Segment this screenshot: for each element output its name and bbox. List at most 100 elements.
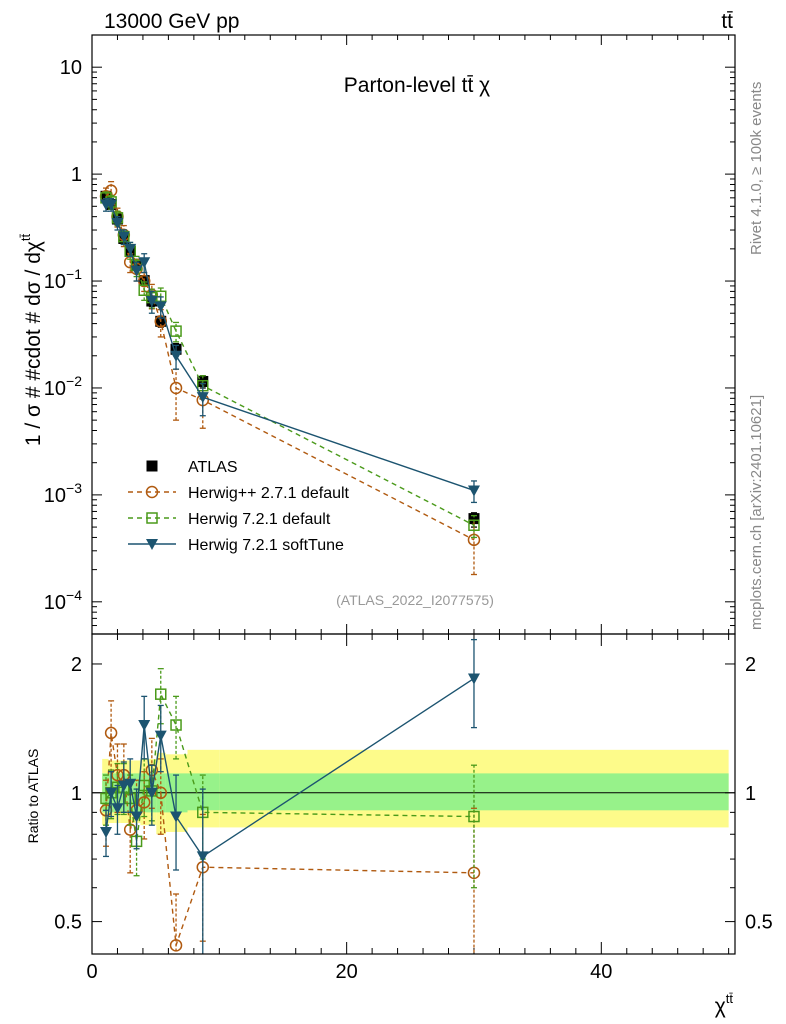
ratio-plot-frame [91, 633, 736, 955]
rivet-version-label: Rivet 4.1.0, ≥ 100k events [748, 82, 765, 255]
ratio-y-tick-label: 0.5 [54, 912, 82, 934]
main-y-axis-label-text: 1 / σ # #cdot # dσ / dχ [22, 241, 45, 446]
legend-entry: Herwig 7.2.1 default [128, 511, 331, 528]
main-data-point [105, 199, 118, 211]
watermark-label: (ATLAS_2022_I2077575) [336, 592, 494, 608]
ratio-y-tick-label-right: 0.5 [745, 912, 773, 934]
legend-entry: Herwig 7.2.1 softTune [128, 537, 344, 554]
ratio-data-point [154, 730, 167, 742]
ratio-y-tick-label-right: 2 [745, 654, 756, 676]
ratio-data-point [105, 787, 118, 799]
header-energy-label: 13000 GeV pp [104, 10, 239, 33]
ratio-data-point [124, 778, 137, 790]
ratio-series-2 [100, 638, 480, 954]
main-data-point [468, 513, 480, 525]
ratio-data-point [138, 720, 151, 732]
main-data-point [169, 381, 183, 395]
main-data-point [117, 231, 130, 243]
legend-marker [146, 512, 158, 524]
main-y-tick-exponent: −3 [66, 480, 82, 496]
legend-entry: Herwig++ 2.7.1 default [128, 485, 350, 502]
x-axis-label-sup: tt̄ [726, 991, 734, 1006]
ratio-data-point [104, 726, 118, 740]
ratio-y-tick-label: 2 [71, 654, 82, 676]
ratio-series-line [105, 691, 474, 842]
legend-marker [146, 460, 158, 472]
main-data-point [468, 519, 480, 532]
ratio-data-point [111, 768, 124, 782]
legend-label: Herwig 7.2.1 default [188, 511, 331, 528]
main-y-tick-exponent: −1 [66, 266, 82, 282]
main-y-tick-label: 10−3 [44, 480, 82, 507]
main-data-point [145, 296, 158, 308]
ratio-data-point [196, 851, 209, 863]
ratio-y-axis-label: Ratio to ATLAS [25, 749, 41, 844]
ratio-series-0 [99, 700, 481, 954]
ratio-y-tick-label: 1 [71, 783, 82, 805]
main-y-axis-label: 1 / σ # #cdot # dσ / dχtt̄ [18, 233, 45, 446]
main-data-point [138, 257, 151, 269]
main-y-tick-label: 10−2 [44, 373, 82, 400]
legend-entry: ATLAS [146, 459, 238, 476]
legend-marker [145, 485, 159, 499]
main-y-tick-exponent: −2 [66, 373, 82, 389]
main-data-point [170, 325, 182, 337]
main-series-line [106, 203, 475, 492]
ratio-data-point [467, 673, 480, 685]
x-axis-label-text: χ [715, 995, 726, 1018]
main-data-point [467, 533, 481, 547]
main-series-3 [100, 197, 480, 504]
main-y-tick-base: 10 [44, 271, 66, 293]
main-data-point [467, 485, 480, 497]
ratio-data-point [137, 796, 151, 809]
main-y-axis-label-group: 1 / σ # #cdot # dσ / dχtt̄ [18, 233, 45, 446]
ratio-data-point [154, 786, 168, 800]
ratio-y-tick-label-right: 1 [745, 783, 756, 805]
main-y-tick-exponent: −4 [66, 587, 82, 603]
ratio-data-point [170, 719, 182, 731]
main-y-tick-label: 10−4 [44, 587, 82, 614]
legend-label: Herwig++ 2.7.1 default [188, 485, 350, 502]
ratio-ticks: 0.5 0.51 12 20 20 40 [54, 634, 773, 983]
main-series-0 [100, 190, 480, 528]
main-y-tick-base: 1 [71, 164, 82, 186]
main-data-point [111, 217, 124, 229]
header-process-label: tt̄ [721, 10, 733, 33]
ratio-data-point [468, 810, 480, 823]
ratio-data-point [145, 787, 158, 799]
ratio-data-point [100, 826, 113, 838]
main-data-point [196, 392, 209, 404]
ratio-series-layer [99, 638, 481, 954]
ratio-data-point [130, 811, 143, 823]
main-data-point [170, 350, 183, 362]
legend: ATLAS Herwig++ 2.7.1 default Herwig 7.2.1 … [128, 459, 350, 554]
ratio-data-point [111, 803, 124, 815]
mcplots-source-label: mcplots.cern.ch [arXiv:2401.10621] [748, 395, 765, 630]
x-axis-label: χtt̄ [715, 991, 734, 1018]
main-y-tick-label: 1 [71, 164, 82, 186]
main-y-tick-base: 10 [60, 57, 82, 79]
main-data-point [130, 265, 143, 277]
main-title: Parton-level tt̄ χ [344, 74, 490, 97]
ratio-data-point [170, 811, 183, 823]
main-y-tick-base: 10 [44, 378, 66, 400]
ratio-x-tick-label: 0 [86, 961, 97, 983]
ratio-data-point [155, 688, 167, 700]
main-data-point [154, 301, 167, 313]
legend-label: Herwig 7.2.1 softTune [188, 537, 344, 554]
main-data-point [124, 243, 137, 255]
ratio-data-point [169, 939, 183, 952]
main-y-axis-label-sup: tt̄ [18, 233, 33, 241]
main-series-line [105, 197, 475, 526]
main-y-tick-base: 10 [44, 592, 66, 614]
main-series-layer [99, 181, 481, 576]
main-y-tick-base: 10 [44, 485, 66, 507]
main-y-tick-label: 10 [60, 57, 82, 79]
main-y-tick-label: 10−1 [44, 266, 82, 293]
legend-marker [146, 539, 158, 550]
ratio-panel: 0.5 0.51 12 20 20 40 Ratio to ATLAS χtt̄ [25, 633, 773, 1018]
ratio-x-tick-label: 40 [590, 961, 612, 983]
ratio-x-tick-label: 20 [336, 961, 358, 983]
